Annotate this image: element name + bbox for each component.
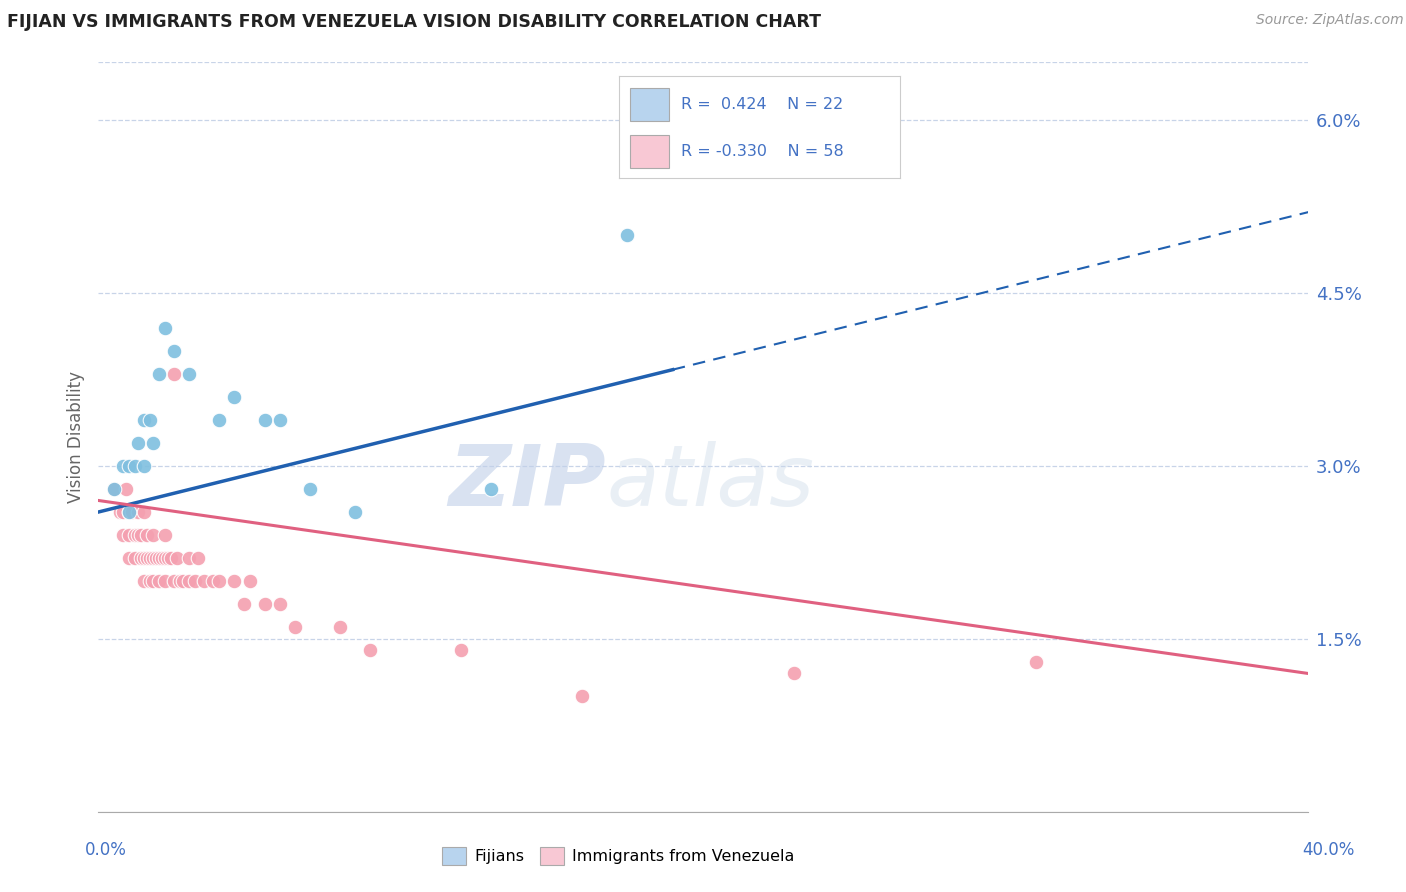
Point [299, 482, 322, 496]
Point [187, 551, 209, 566]
Point [129, 551, 152, 566]
Text: 0.0%: 0.0% [84, 840, 127, 858]
Point [148, 367, 170, 381]
Point [253, 597, 276, 611]
Text: FIJIAN VS IMMIGRANTS FROM VENEZUELA VISION DISABILITY CORRELATION CHART: FIJIAN VS IMMIGRANTS FROM VENEZUELA VISI… [7, 13, 821, 31]
Point [103, 482, 125, 496]
Point [269, 597, 291, 611]
Y-axis label: Vision Disability: Vision Disability [66, 371, 84, 503]
Bar [630, 88, 669, 121]
Point [153, 528, 176, 542]
Point [142, 435, 165, 450]
Point [150, 551, 173, 566]
Point [153, 320, 176, 334]
Point [153, 551, 176, 566]
Point [132, 505, 155, 519]
Point [179, 574, 201, 589]
Text: ZIP: ZIP [449, 441, 606, 524]
Point [124, 528, 146, 542]
Point [239, 574, 262, 589]
Point [224, 574, 246, 589]
Point [163, 343, 186, 358]
Point [193, 574, 215, 589]
Text: R =  0.424    N = 22: R = 0.424 N = 22 [681, 97, 842, 112]
Point [121, 505, 143, 519]
Point [118, 528, 141, 542]
Point [145, 551, 167, 566]
Point [153, 574, 176, 589]
Point [132, 413, 155, 427]
Text: Source: ZipAtlas.com: Source: ZipAtlas.com [1256, 13, 1403, 28]
Point [142, 528, 165, 542]
Point [169, 574, 191, 589]
Point [135, 528, 157, 542]
Point [139, 551, 162, 566]
Point [127, 505, 149, 519]
Point [344, 505, 367, 519]
Point [118, 551, 141, 566]
Point [118, 505, 141, 519]
Legend: Fijians, Immigrants from Venezuela: Fijians, Immigrants from Venezuela [436, 841, 801, 871]
Point [135, 551, 157, 566]
Point [184, 574, 207, 589]
Point [139, 413, 162, 427]
Point [114, 482, 136, 496]
Point [616, 228, 638, 243]
Text: 40.0%: 40.0% [1302, 840, 1355, 858]
Point [132, 574, 155, 589]
Point [481, 482, 503, 496]
Bar [630, 136, 669, 168]
Point [360, 643, 382, 657]
Point [127, 435, 149, 450]
Point [111, 458, 134, 473]
Point [108, 505, 131, 519]
Point [783, 666, 806, 681]
Point [284, 620, 307, 634]
Point [129, 528, 152, 542]
Point [232, 597, 254, 611]
Point [132, 551, 155, 566]
Text: R = -0.330    N = 58: R = -0.330 N = 58 [681, 145, 844, 160]
Point [202, 574, 225, 589]
Point [179, 367, 201, 381]
Point [132, 458, 155, 473]
Point [172, 574, 194, 589]
Point [160, 551, 183, 566]
Point [163, 574, 186, 589]
Text: atlas: atlas [606, 441, 814, 524]
Point [224, 390, 246, 404]
Point [118, 458, 141, 473]
Point [166, 551, 188, 566]
Point [253, 413, 276, 427]
Point [142, 551, 165, 566]
Point [127, 528, 149, 542]
Point [208, 413, 231, 427]
Point [179, 551, 201, 566]
Point [139, 574, 162, 589]
Point [118, 505, 141, 519]
Point [111, 528, 134, 542]
Point [450, 643, 472, 657]
Point [124, 458, 146, 473]
Point [208, 574, 231, 589]
Point [124, 551, 146, 566]
Point [148, 574, 170, 589]
Point [571, 690, 593, 704]
Point [142, 574, 165, 589]
Point [163, 367, 186, 381]
Point [329, 620, 352, 634]
Point [269, 413, 291, 427]
Point [148, 551, 170, 566]
Point [1024, 655, 1046, 669]
Point [156, 551, 179, 566]
Point [111, 505, 134, 519]
Point [103, 482, 125, 496]
